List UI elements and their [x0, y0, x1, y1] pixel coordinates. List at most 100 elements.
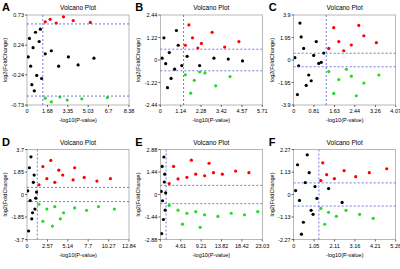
- point: [203, 174, 206, 177]
- threshold-line: [27, 201, 129, 202]
- x-tick: [108, 105, 109, 107]
- point: [214, 84, 217, 87]
- point: [95, 180, 98, 183]
- x-tick-label: 3.42: [216, 108, 227, 114]
- x-tick-label: 8.38: [124, 108, 135, 114]
- x-tick: [375, 105, 376, 107]
- y-tick: [25, 15, 27, 16]
- x-tick: [375, 240, 376, 242]
- title: Volcano Plot: [60, 4, 96, 11]
- point: [327, 187, 330, 190]
- x-tick-label: 12.84: [122, 243, 136, 249]
- point: [243, 213, 246, 216]
- point: [71, 178, 74, 181]
- x-tick-label: 5.71: [257, 108, 268, 114]
- y-tick: [292, 37, 294, 38]
- y-tick-label: 1.44: [147, 169, 158, 175]
- plot-area: [160, 15, 262, 105]
- y-tick-label: -1.13: [278, 214, 291, 220]
- x-tick-label: 10.27: [102, 243, 116, 249]
- point: [187, 23, 190, 26]
- x-tick-label: 18.42: [235, 243, 249, 249]
- point: [368, 171, 371, 174]
- point: [350, 75, 353, 78]
- point: [106, 96, 109, 99]
- plot-frame: [294, 150, 396, 240]
- point: [33, 173, 36, 176]
- point: [50, 100, 53, 103]
- x-tick: [313, 105, 314, 107]
- point: [305, 84, 308, 87]
- point: [310, 79, 313, 82]
- point: [216, 215, 219, 218]
- x-tick: [201, 240, 202, 242]
- point: [227, 57, 230, 60]
- point: [358, 213, 361, 216]
- x-tick: [395, 240, 396, 242]
- y-tick-label: 2.44: [147, 12, 158, 18]
- panel-label: F: [269, 136, 276, 148]
- x-tick: [47, 105, 48, 107]
- plot-area: [294, 15, 396, 105]
- point: [61, 173, 64, 176]
- point: [234, 169, 237, 172]
- threshold-line: [27, 187, 129, 188]
- point: [199, 226, 202, 229]
- point: [325, 173, 328, 176]
- x-tick-label: 0: [292, 108, 295, 114]
- panel: CVolcano Plotlog2(FoldChange)-log10(P-va…: [269, 1, 400, 123]
- x-tick-label: 1.68: [42, 108, 53, 114]
- title: Volcano Plot: [60, 139, 96, 146]
- point: [38, 40, 41, 43]
- x-tick: [395, 105, 396, 107]
- point: [73, 206, 76, 209]
- panel: BVolcano Plotlog2(FoldChange)-log10(P-va…: [135, 1, 267, 123]
- point: [34, 31, 37, 34]
- point: [66, 98, 69, 101]
- threshold-line: [160, 185, 262, 186]
- point: [300, 233, 303, 236]
- y-tick: [292, 82, 294, 83]
- title: Volcano Plot: [327, 4, 363, 11]
- x-tick-label: 1.63: [329, 108, 340, 114]
- point: [39, 28, 42, 31]
- point: [173, 68, 176, 71]
- point: [198, 64, 201, 67]
- point: [177, 44, 180, 47]
- point: [160, 190, 162, 193]
- point: [298, 199, 301, 202]
- y-axis-label: log2(FoldChange): [269, 172, 275, 216]
- point: [185, 176, 188, 179]
- point: [30, 217, 33, 220]
- point: [200, 42, 203, 45]
- x-tick-label: 2.28: [196, 108, 207, 114]
- point: [319, 207, 322, 210]
- point: [30, 83, 33, 86]
- y-tick-label: -3.7: [15, 237, 24, 243]
- point: [33, 207, 36, 210]
- point: [163, 180, 166, 183]
- y-tick: [292, 105, 294, 106]
- x-tick-label: 0.81: [309, 108, 320, 114]
- point: [168, 204, 171, 207]
- point: [332, 92, 335, 95]
- x-tick: [180, 240, 181, 242]
- y-tick: [158, 105, 160, 106]
- x-tick-label: 3.35: [62, 108, 73, 114]
- point: [241, 59, 244, 62]
- y-tick-label: -1.22: [145, 80, 158, 86]
- point: [327, 70, 330, 73]
- point: [161, 165, 164, 168]
- x-tick: [108, 240, 109, 242]
- y-tick: [158, 15, 160, 16]
- point: [256, 210, 259, 213]
- point: [247, 171, 250, 174]
- threshold-line: [27, 96, 129, 97]
- point: [313, 185, 316, 188]
- y-tick-label: 2.88: [147, 147, 158, 153]
- point: [28, 37, 31, 40]
- point: [97, 205, 100, 208]
- y-tick: [158, 239, 160, 240]
- threshold-line: [160, 70, 262, 71]
- x-tick: [129, 240, 130, 242]
